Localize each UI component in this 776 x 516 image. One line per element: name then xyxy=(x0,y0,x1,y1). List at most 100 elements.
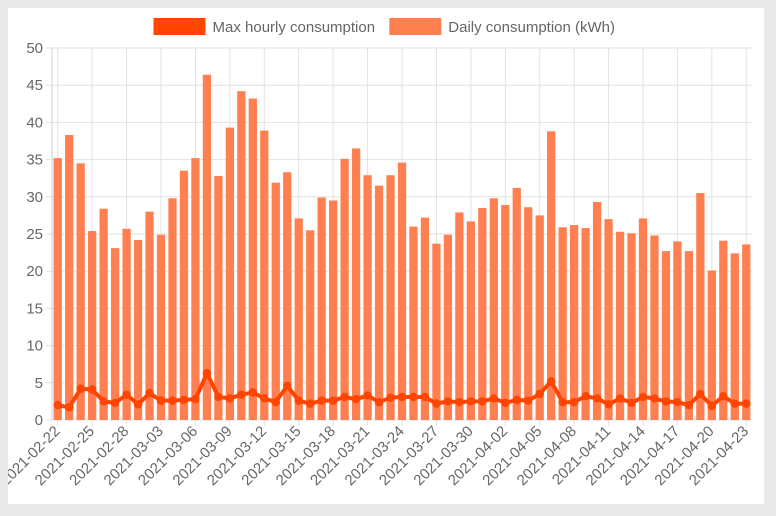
bar xyxy=(53,158,62,420)
bar xyxy=(168,198,177,420)
bar xyxy=(214,175,223,420)
y-tick-label: 10 xyxy=(26,338,43,355)
data-point xyxy=(489,394,499,403)
bar xyxy=(707,270,716,420)
bar xyxy=(455,212,464,420)
chart-card: 0 5 10 15 20 25 30 35 40 45 50 2021-02-22 2021-02-25… xyxy=(8,8,764,504)
data-point xyxy=(524,396,533,405)
bar xyxy=(615,231,625,420)
data-point xyxy=(156,396,166,405)
legend-label: Daily consumption (kWh) xyxy=(448,19,615,36)
data-point xyxy=(363,391,372,400)
bar xyxy=(627,233,636,420)
bar xyxy=(260,130,269,421)
data-point xyxy=(432,399,441,408)
data-point xyxy=(673,397,682,407)
data-point xyxy=(99,397,108,406)
bar xyxy=(237,91,246,420)
bar xyxy=(638,218,648,420)
legend-swatch xyxy=(389,18,442,35)
data-point xyxy=(351,394,361,404)
bar xyxy=(225,127,234,420)
data-point xyxy=(65,403,74,412)
data-point xyxy=(168,396,177,405)
bar xyxy=(329,200,338,420)
bar xyxy=(443,234,453,420)
data-point xyxy=(742,399,751,408)
data-point xyxy=(283,381,292,390)
data-point xyxy=(110,398,120,408)
data-point xyxy=(627,398,636,408)
y-tick-label: 45 xyxy=(26,77,43,94)
line-series-max-hourly xyxy=(53,368,751,412)
data-point xyxy=(179,395,189,405)
bar xyxy=(558,227,567,420)
bar xyxy=(524,207,533,420)
data-point xyxy=(535,389,544,399)
data-point xyxy=(317,396,326,405)
bar xyxy=(110,248,120,420)
data-point xyxy=(558,397,567,407)
bar xyxy=(650,235,659,420)
data-point xyxy=(76,384,85,393)
x-axis: 2021-02-222021-02-252021-02-282021-03-03… xyxy=(8,423,752,489)
y-tick-label: 25 xyxy=(26,226,43,243)
data-point xyxy=(443,397,453,406)
bar xyxy=(179,170,189,420)
bar xyxy=(730,253,739,420)
legend-label: Max hourly consumption xyxy=(213,19,376,36)
bar xyxy=(76,163,85,420)
data-point xyxy=(294,396,303,405)
bar xyxy=(478,207,487,420)
bar xyxy=(684,251,694,420)
data-point xyxy=(730,399,739,408)
data-point xyxy=(87,385,97,394)
data-point xyxy=(122,390,131,399)
consumption-chart: 0 5 10 15 20 25 30 35 40 45 50 2021-02-222021-02-25… xyxy=(8,18,752,489)
bar xyxy=(489,198,498,420)
data-point xyxy=(409,392,418,402)
data-point xyxy=(478,397,487,406)
data-point xyxy=(260,394,269,403)
bar xyxy=(145,211,154,420)
bar xyxy=(88,231,97,420)
data-point xyxy=(328,396,338,405)
data-point xyxy=(455,397,464,407)
bar xyxy=(317,197,326,420)
bar xyxy=(570,225,579,420)
data-point xyxy=(512,395,521,405)
bar xyxy=(547,131,556,420)
data-point xyxy=(638,392,648,402)
bar xyxy=(604,219,613,420)
bar xyxy=(65,135,74,420)
data-point xyxy=(225,394,235,403)
data-point xyxy=(397,392,407,402)
bar xyxy=(581,228,590,420)
data-point xyxy=(191,394,200,404)
data-point xyxy=(615,394,625,403)
data-point xyxy=(661,397,671,406)
y-tick-label: 35 xyxy=(26,152,43,169)
bar xyxy=(99,208,108,420)
data-point xyxy=(719,391,728,401)
data-point xyxy=(707,401,717,411)
bar xyxy=(673,241,682,420)
bar xyxy=(501,204,510,420)
y-tick-label: 20 xyxy=(26,263,43,280)
y-tick-label: 0 xyxy=(35,412,43,429)
legend: Max hourly consumption Daily consumption … xyxy=(153,18,615,36)
bar-series-daily-consumption xyxy=(53,74,751,421)
bar xyxy=(374,185,384,420)
bar xyxy=(512,187,521,420)
data-point xyxy=(248,388,258,397)
bar xyxy=(535,215,544,420)
data-point xyxy=(214,392,223,402)
data-point xyxy=(271,397,280,407)
bar xyxy=(592,202,602,420)
data-point xyxy=(53,400,62,410)
bar xyxy=(742,244,751,420)
bar xyxy=(363,175,372,420)
bar xyxy=(432,243,441,420)
bar xyxy=(283,172,292,420)
bar xyxy=(202,74,212,420)
